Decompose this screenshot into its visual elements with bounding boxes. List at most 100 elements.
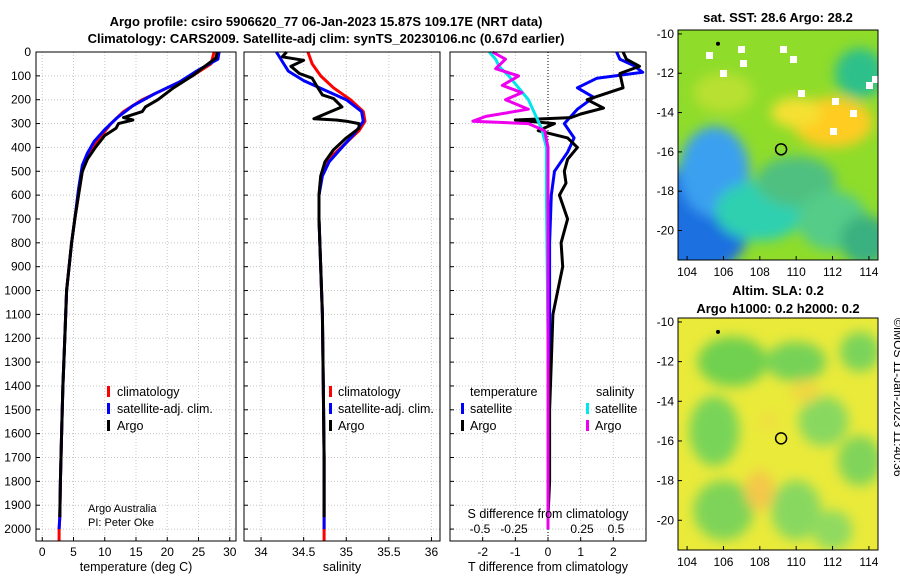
x-tick-label: 106 — [713, 555, 733, 569]
legend-swatch — [461, 420, 464, 431]
y-tick-label: -18 — [657, 474, 675, 488]
y-tick-label: -12 — [657, 355, 675, 369]
y-tick-label: -18 — [657, 184, 675, 198]
cloud-gap — [832, 98, 839, 105]
secondary-axis-label: S difference from climatology — [468, 507, 630, 521]
cloud-gap — [866, 82, 873, 89]
y-tick-label: 900 — [11, 260, 31, 274]
y-tick-label: 600 — [11, 188, 31, 202]
field-blobs — [678, 48, 878, 260]
y-tick-label: 1500 — [4, 403, 31, 417]
copyright-watermark: ©IMOS 11-Jan-2023 11:40:36 — [891, 318, 900, 477]
panel-difference: -2 -1 0 1 2T difference from climatology — [449, 50, 647, 574]
y-tick-label: 2000 — [4, 522, 31, 536]
map-subtitle: Argo h1000: 0.2 h2000: 0.2 — [696, 301, 859, 316]
x-tick-label: -2 — [477, 545, 488, 559]
cloud-gap — [720, 70, 727, 77]
x-tick-label: 108 — [750, 555, 770, 569]
x-tick-label: 25 — [192, 545, 206, 559]
x-tick-label: 20 — [161, 545, 175, 559]
legend-label: Argo — [470, 419, 496, 433]
sst-patch — [771, 97, 822, 128]
plot-frame — [243, 51, 441, 542]
x-tick-label: 36 — [425, 545, 439, 559]
sla-patch — [766, 341, 827, 382]
cloud-gap — [738, 46, 745, 53]
panel-salinity: 34 34.5 35 35.5 36 salinity — [243, 50, 441, 574]
y-tick-label: 1200 — [4, 331, 31, 345]
x-tick-label: 35 — [340, 545, 354, 559]
sla-patch — [758, 411, 779, 432]
sla-patch — [744, 470, 775, 511]
y-tick-label: 1800 — [4, 474, 31, 488]
sla-patch — [771, 480, 822, 541]
field-blobs — [689, 331, 878, 550]
secondary-tick-label: 0.5 — [608, 522, 625, 536]
y-tick-label: -14 — [657, 394, 675, 408]
legend-swatch — [586, 403, 589, 414]
legend-label: satellite — [470, 402, 512, 416]
cloud-gap — [780, 46, 787, 53]
cloud-gap — [850, 110, 857, 117]
y-tick-label: 400 — [11, 140, 31, 154]
sla-patch — [697, 336, 768, 387]
series-line-t-argo — [513, 51, 641, 518]
secondary-tick-label: 0.25 — [570, 522, 594, 536]
series-line-s-argo — [471, 50, 550, 530]
legend-swatch — [107, 420, 110, 431]
cloud-gap — [830, 128, 837, 135]
x-tick-label: 112 — [823, 265, 842, 279]
sst-patch — [834, 48, 878, 99]
legend-label: satellite-adj. clim. — [338, 402, 434, 416]
y-tick-label: 1700 — [4, 451, 31, 465]
y-tick-label: 1100 — [5, 307, 31, 321]
legend-label: climatology — [338, 385, 401, 399]
x-tick-label: 114 — [859, 265, 878, 279]
legend-swatch — [461, 403, 464, 414]
sst-patch — [840, 215, 878, 260]
legend-swatch — [586, 420, 589, 431]
y-tick-label: 200 — [11, 93, 31, 107]
y-tick-label: -12 — [657, 66, 675, 80]
sla-patch — [693, 480, 754, 541]
sla-patch — [790, 379, 821, 404]
legend-label: Argo — [117, 419, 143, 433]
legend-label: Argo — [338, 419, 364, 433]
legend-swatch — [329, 386, 332, 397]
x-tick-label: 0 — [545, 545, 552, 559]
map-field — [678, 30, 878, 260]
x-tick-label: 15 — [129, 545, 143, 559]
legend-swatch — [329, 403, 332, 414]
x-axis-label: temperature (deg C) — [80, 560, 193, 574]
credit-text: PI: Peter Oke — [88, 517, 154, 529]
map-field — [678, 318, 878, 550]
float-location-marker — [774, 432, 788, 445]
map-sla-map: 104 106 108 110 112 114 -10 -12 -14 -16 -18 -20 — [657, 315, 879, 569]
x-axis-label: T difference from climatology — [468, 560, 629, 574]
legend-swatch — [107, 403, 110, 414]
sla-patch — [839, 331, 878, 372]
y-tick-label: 1400 — [4, 379, 31, 393]
x-tick-label: 112 — [823, 555, 842, 569]
y-tick-label: 1600 — [4, 427, 31, 441]
x-tick-label: 106 — [713, 265, 733, 279]
series-line-argo — [58, 51, 219, 518]
plot-title-line1: Argo profile: csiro 5906620_77 06-Jan-20… — [109, 14, 543, 29]
y-tick-label: 1000 — [4, 284, 31, 298]
y-tick-label: -10 — [657, 315, 675, 329]
legend-label: satellite — [595, 402, 637, 416]
float-location-marker — [774, 143, 788, 156]
y-tick-label: -20 — [657, 513, 675, 527]
y-tick-label: -16 — [657, 434, 675, 448]
x-tick-label: 34 — [254, 545, 268, 559]
series-line-argo — [280, 50, 361, 518]
legend-header: salinity — [596, 385, 635, 399]
y-tick-label: -16 — [657, 145, 675, 159]
y-tick-label: 0 — [24, 45, 31, 59]
y-tick-label: 300 — [11, 117, 31, 131]
x-tick-label: 108 — [750, 265, 770, 279]
sst-patch — [756, 156, 837, 207]
y-tick-label: 800 — [11, 236, 31, 250]
plot-background — [244, 52, 440, 541]
